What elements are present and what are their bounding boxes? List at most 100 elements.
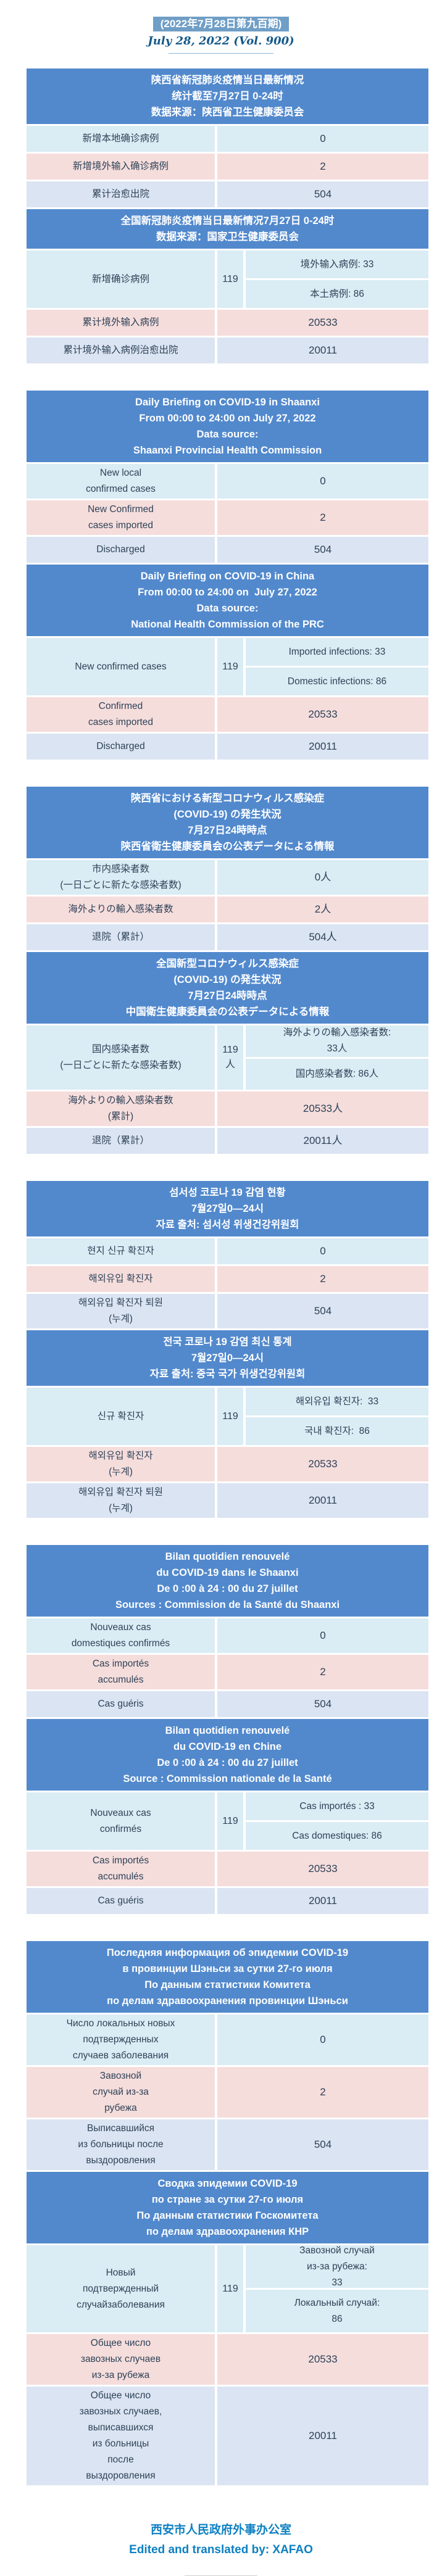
breakdown-imported: 해외유입 확진자: 33 bbox=[246, 1388, 428, 1415]
table-row: 累计境外输入病例 20533 bbox=[27, 310, 428, 336]
text-line: De 0 :00 à 24 : 00 du 27 juillet bbox=[157, 1757, 298, 1768]
text-line: 섬서성 코로나 19 감염 현황 bbox=[169, 1187, 286, 1198]
text-line: Imported infections: 33 bbox=[288, 646, 386, 657]
row-value: 20533 bbox=[217, 697, 428, 732]
text-line: выздоровления bbox=[86, 2470, 156, 2481]
text-line: domestiques confirmés bbox=[71, 1638, 170, 1649]
text-line: 新增确诊病例 bbox=[91, 273, 149, 284]
row-label: 新增境外输入确诊病例 bbox=[27, 154, 215, 180]
table-header: 全国新冠肺炎疫情当日最新情况7月27日 0-24时 数据来源：国家卫生健康委员会 bbox=[27, 209, 428, 249]
text-line: завозных случаев bbox=[80, 2354, 161, 2364]
text-line: случайзаболевания bbox=[77, 2299, 165, 2310]
row-value: 0 bbox=[217, 1238, 428, 1264]
text-line: Confirmed bbox=[98, 701, 143, 711]
text-line: (一日ごとに新たな感染者数) bbox=[60, 880, 181, 890]
text-line: Завозной bbox=[99, 2071, 142, 2081]
row-label: 신규 확진자 bbox=[27, 1388, 215, 1445]
table-row: 新增境外输入确诊病例 2 bbox=[27, 154, 428, 180]
row-label: 国内感染者数 (一日ごとに新たな感染者数) bbox=[27, 1025, 215, 1090]
breakdown-imported: 海外よりの輸入感染者数: 33人 bbox=[246, 1025, 428, 1057]
row-breakdown: 해외유입 확진자: 33 국내 확진자: 86 bbox=[246, 1388, 428, 1445]
row-value: 20011 bbox=[217, 1483, 428, 1518]
text-line: (누계) bbox=[109, 1314, 133, 1324]
text-line: 海外よりの輸入感染者数: bbox=[283, 1027, 391, 1038]
text-line: из-за рубежа: bbox=[307, 2261, 367, 2272]
text-line: 本土病例: 86 bbox=[310, 288, 364, 299]
breakdown-domestic: Cas domestiques: 86 bbox=[246, 1822, 428, 1850]
breakdown-domestic: 本土病例: 86 bbox=[246, 280, 428, 308]
text-line: Сводка эпидемии COVID-19 bbox=[157, 2178, 298, 2189]
text-line: 新增本地确诊病例 bbox=[82, 133, 159, 144]
text-line: du COVID-19 en Chine bbox=[173, 1741, 282, 1752]
row-value: 20011 bbox=[217, 338, 428, 363]
row-total-value: 119 bbox=[217, 1792, 243, 1850]
text-line: 统计截至7月27日 0-24时 bbox=[172, 91, 283, 102]
row-breakdown: 境外输入病例: 33 本土病例: 86 bbox=[246, 251, 428, 308]
text-line: Число локальных новых bbox=[66, 2018, 175, 2029]
table-row: Завозной случай из-за рубежа 2 bbox=[27, 2067, 428, 2118]
table-header: Daily Briefing on COVID-19 in China From … bbox=[27, 565, 428, 636]
row-total-value: 119 bbox=[217, 1388, 243, 1445]
text-line: подтвержденных bbox=[83, 2034, 159, 2045]
text-line: Data source: bbox=[196, 429, 259, 440]
text-line: (COVID-19) の発生状況 bbox=[173, 974, 281, 985]
text-line: accumulés bbox=[98, 1871, 144, 1882]
text-line: (누계) bbox=[109, 1503, 133, 1514]
row-label: Confirmed cases imported bbox=[27, 697, 215, 732]
row-value: 2 bbox=[217, 1655, 428, 1689]
breakdown-imported: Завозной случай из-за рубежа: 33 bbox=[246, 2245, 428, 2288]
row-value: 0人 bbox=[217, 860, 428, 895]
text-line: 해외유입 확진자 퇴원 bbox=[78, 1298, 163, 1308]
text-line: 陝西省における新型コロナウィルス感染症 bbox=[130, 793, 325, 804]
row-label: 退院（累計） bbox=[27, 924, 215, 950]
text-line: 신규 확진자 bbox=[97, 1410, 144, 1422]
text-line: 국내 확진자: 86 bbox=[304, 1425, 370, 1436]
row-value: 504 bbox=[217, 2119, 428, 2170]
text-line: accumulés bbox=[98, 1675, 144, 1685]
table-row: Nouveaux cas confirmés 119 Cas importés : 3… bbox=[27, 1792, 428, 1850]
text-line: Sources : Commission de la Santé du Shaa… bbox=[115, 1599, 340, 1610]
text-line: 자료 출처: 섬서성 위생건강위원회 bbox=[156, 1219, 299, 1230]
text-line: по стране за сутки 27-го июля bbox=[151, 2194, 304, 2205]
row-label: 新增确诊病例 bbox=[27, 251, 215, 308]
row-label: 현지 신규 확진자 bbox=[27, 1238, 215, 1264]
text-line: 7월27일0—24시 bbox=[191, 1203, 264, 1214]
row-label: 新增本地确诊病例 bbox=[27, 126, 215, 152]
text-line: 해외유입 확진자: 33 bbox=[295, 1396, 379, 1407]
text-line: по делам здравоохранения провинции Шэньс… bbox=[107, 1995, 348, 2007]
table-row: 国内感染者数 (一日ごとに新たな感染者数) 119人 海外よりの輸入感染者数: 33人国… bbox=[27, 1025, 428, 1090]
row-label: Nouveaux cas confirmés bbox=[27, 1792, 215, 1850]
table-row: Nouveaux cas domestiques confirmés 0 bbox=[27, 1618, 428, 1653]
row-label: Общее число завозных случаев из-за рубежа bbox=[27, 2334, 215, 2385]
table-row: Discharged 504 bbox=[27, 537, 428, 563]
text-line: 累计境外输入病例治愈出院 bbox=[63, 345, 178, 355]
text-line: По данным статистики Госкомитета bbox=[136, 2210, 319, 2221]
text-line: Cas domestiques: 86 bbox=[292, 1830, 382, 1841]
breakdown-domestic: 국내 확진자: 86 bbox=[246, 1417, 428, 1445]
row-label: 退院（累計） bbox=[27, 1128, 215, 1154]
text-line: 退院（累計） bbox=[91, 1135, 149, 1146]
table-row: New local confirmed cases 0 bbox=[27, 464, 428, 499]
text-line: (累計) bbox=[107, 1111, 134, 1122]
text-line: New confirmed cases bbox=[75, 661, 167, 672]
table-row: Cas importés accumulés 2 bbox=[27, 1655, 428, 1689]
section-english: Daily Briefing on COVID-19 in Shaanxi Fro… bbox=[27, 391, 428, 760]
row-label: 해외유입 확진자 퇴원 (누계) bbox=[27, 1483, 215, 1518]
text-line: 해외유입 확진자 bbox=[88, 1274, 153, 1284]
text-line: Новый bbox=[106, 2267, 136, 2278]
text-line: 33 bbox=[332, 2277, 343, 2288]
text-line: 数据来源：国家卫生健康委员会 bbox=[156, 231, 299, 242]
table-header: 陕西省新冠肺炎疫情当日最新情况 统计截至7月27日 0-24时 数据来源：陕西省卫生… bbox=[27, 68, 428, 124]
row-breakdown: Завозной случай из-за рубежа: 33 Локальный … bbox=[246, 2245, 428, 2332]
row-label: New local confirmed cases bbox=[27, 464, 215, 499]
row-value: 2人 bbox=[217, 897, 428, 922]
row-label: 累计治愈出院 bbox=[27, 181, 215, 207]
text-line: 国内感染者数: 86人 bbox=[295, 1068, 379, 1079]
text-line: Discharged bbox=[96, 544, 145, 555]
table-row: Общее число завозных случаев из-за рубежа 2… bbox=[27, 2334, 428, 2385]
row-label: 해외유입 확진자 bbox=[27, 1266, 215, 1292]
row-value: 20533人 bbox=[217, 1091, 428, 1126]
row-breakdown: 海外よりの輸入感染者数: 33人国内感染者数: 86人 bbox=[246, 1025, 428, 1090]
text-line: Bilan quotidien renouvelé bbox=[165, 1551, 290, 1562]
